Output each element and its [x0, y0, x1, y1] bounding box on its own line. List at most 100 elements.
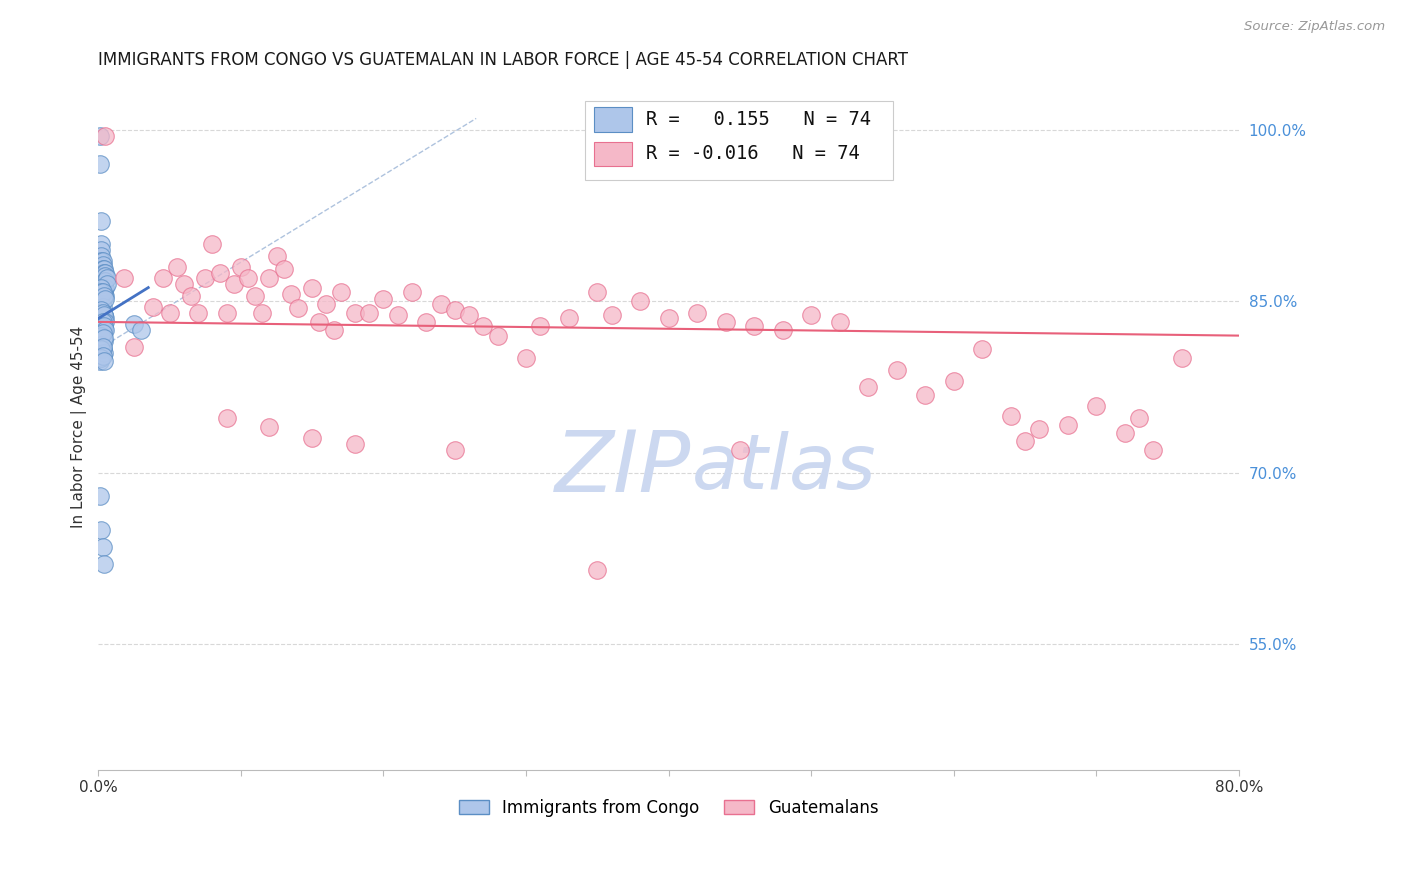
Point	[472, 319, 495, 334]
Point	[90, 249, 112, 263]
Point	[93, 334, 115, 349]
Point	[89, 292, 111, 306]
Point	[280, 287, 302, 301]
FancyBboxPatch shape	[585, 102, 893, 180]
Point	[914, 388, 936, 402]
Point	[90, 280, 112, 294]
Point	[93, 288, 115, 302]
Point	[308, 315, 330, 329]
Point	[259, 271, 281, 285]
Point	[93, 308, 115, 322]
Point	[343, 306, 366, 320]
Point	[443, 442, 465, 457]
Point	[91, 277, 114, 292]
Point	[91, 319, 114, 334]
Point	[215, 411, 238, 425]
Text: ZIP: ZIP	[555, 426, 692, 509]
Point	[91, 274, 114, 288]
Point	[586, 563, 609, 577]
Point	[90, 285, 112, 300]
Point	[122, 340, 145, 354]
Point	[1128, 411, 1150, 425]
Legend: Immigrants from Congo, Guatemalans: Immigrants from Congo, Guatemalans	[453, 792, 884, 823]
Point	[266, 249, 288, 263]
Point	[93, 274, 115, 288]
Point	[94, 269, 117, 284]
Point	[90, 300, 112, 314]
Point	[89, 296, 111, 310]
Point	[112, 271, 135, 285]
Point	[91, 540, 114, 554]
Point	[558, 311, 581, 326]
Point	[93, 558, 115, 572]
Y-axis label: In Labor Force | Age 45-54: In Labor Force | Age 45-54	[72, 326, 87, 528]
Point	[90, 254, 112, 268]
Point	[1014, 434, 1036, 448]
Point	[742, 319, 765, 334]
Point	[94, 288, 117, 302]
Point	[90, 323, 112, 337]
FancyBboxPatch shape	[595, 142, 633, 167]
Point	[208, 266, 231, 280]
Point	[94, 292, 117, 306]
Point	[94, 128, 117, 143]
Point	[91, 269, 114, 284]
Point	[152, 271, 174, 285]
Point	[89, 128, 111, 143]
Point	[96, 271, 118, 285]
Point	[91, 285, 114, 300]
Point	[886, 363, 908, 377]
Point	[91, 340, 114, 354]
Point	[94, 315, 117, 329]
Point	[94, 280, 117, 294]
Point	[90, 260, 112, 274]
Point	[93, 331, 115, 345]
Point	[129, 323, 152, 337]
Point	[91, 349, 114, 363]
Point	[91, 262, 114, 277]
Point	[122, 317, 145, 331]
Point	[529, 319, 551, 334]
Point	[401, 285, 423, 300]
Point	[93, 319, 115, 334]
Point	[515, 351, 537, 366]
Point	[686, 306, 709, 320]
Point	[486, 328, 509, 343]
Point	[359, 306, 381, 320]
Point	[1000, 409, 1022, 423]
Point	[90, 343, 112, 357]
Point	[201, 237, 224, 252]
Point	[301, 432, 323, 446]
Point	[252, 306, 274, 320]
Point	[90, 237, 112, 252]
Point	[173, 277, 195, 292]
Point	[1142, 442, 1164, 457]
Point	[93, 266, 115, 280]
Point	[322, 323, 344, 337]
Point	[429, 296, 451, 310]
Point	[93, 353, 115, 368]
Point	[91, 343, 114, 357]
Point	[387, 308, 409, 322]
Point	[94, 266, 117, 280]
Point	[942, 375, 965, 389]
Point	[1056, 417, 1078, 432]
Point	[93, 345, 115, 359]
Point	[94, 274, 117, 288]
Point	[89, 306, 111, 320]
Point	[90, 303, 112, 318]
Point	[93, 308, 115, 322]
Point	[628, 294, 651, 309]
Point	[93, 269, 115, 284]
Point	[90, 315, 112, 329]
Point	[159, 306, 181, 320]
Point	[90, 328, 112, 343]
FancyBboxPatch shape	[595, 107, 633, 132]
Point	[94, 311, 117, 326]
Point	[91, 306, 114, 320]
Point	[222, 277, 245, 292]
Point	[1085, 400, 1108, 414]
Point	[141, 300, 163, 314]
Point	[1114, 425, 1136, 440]
Point	[287, 301, 309, 315]
